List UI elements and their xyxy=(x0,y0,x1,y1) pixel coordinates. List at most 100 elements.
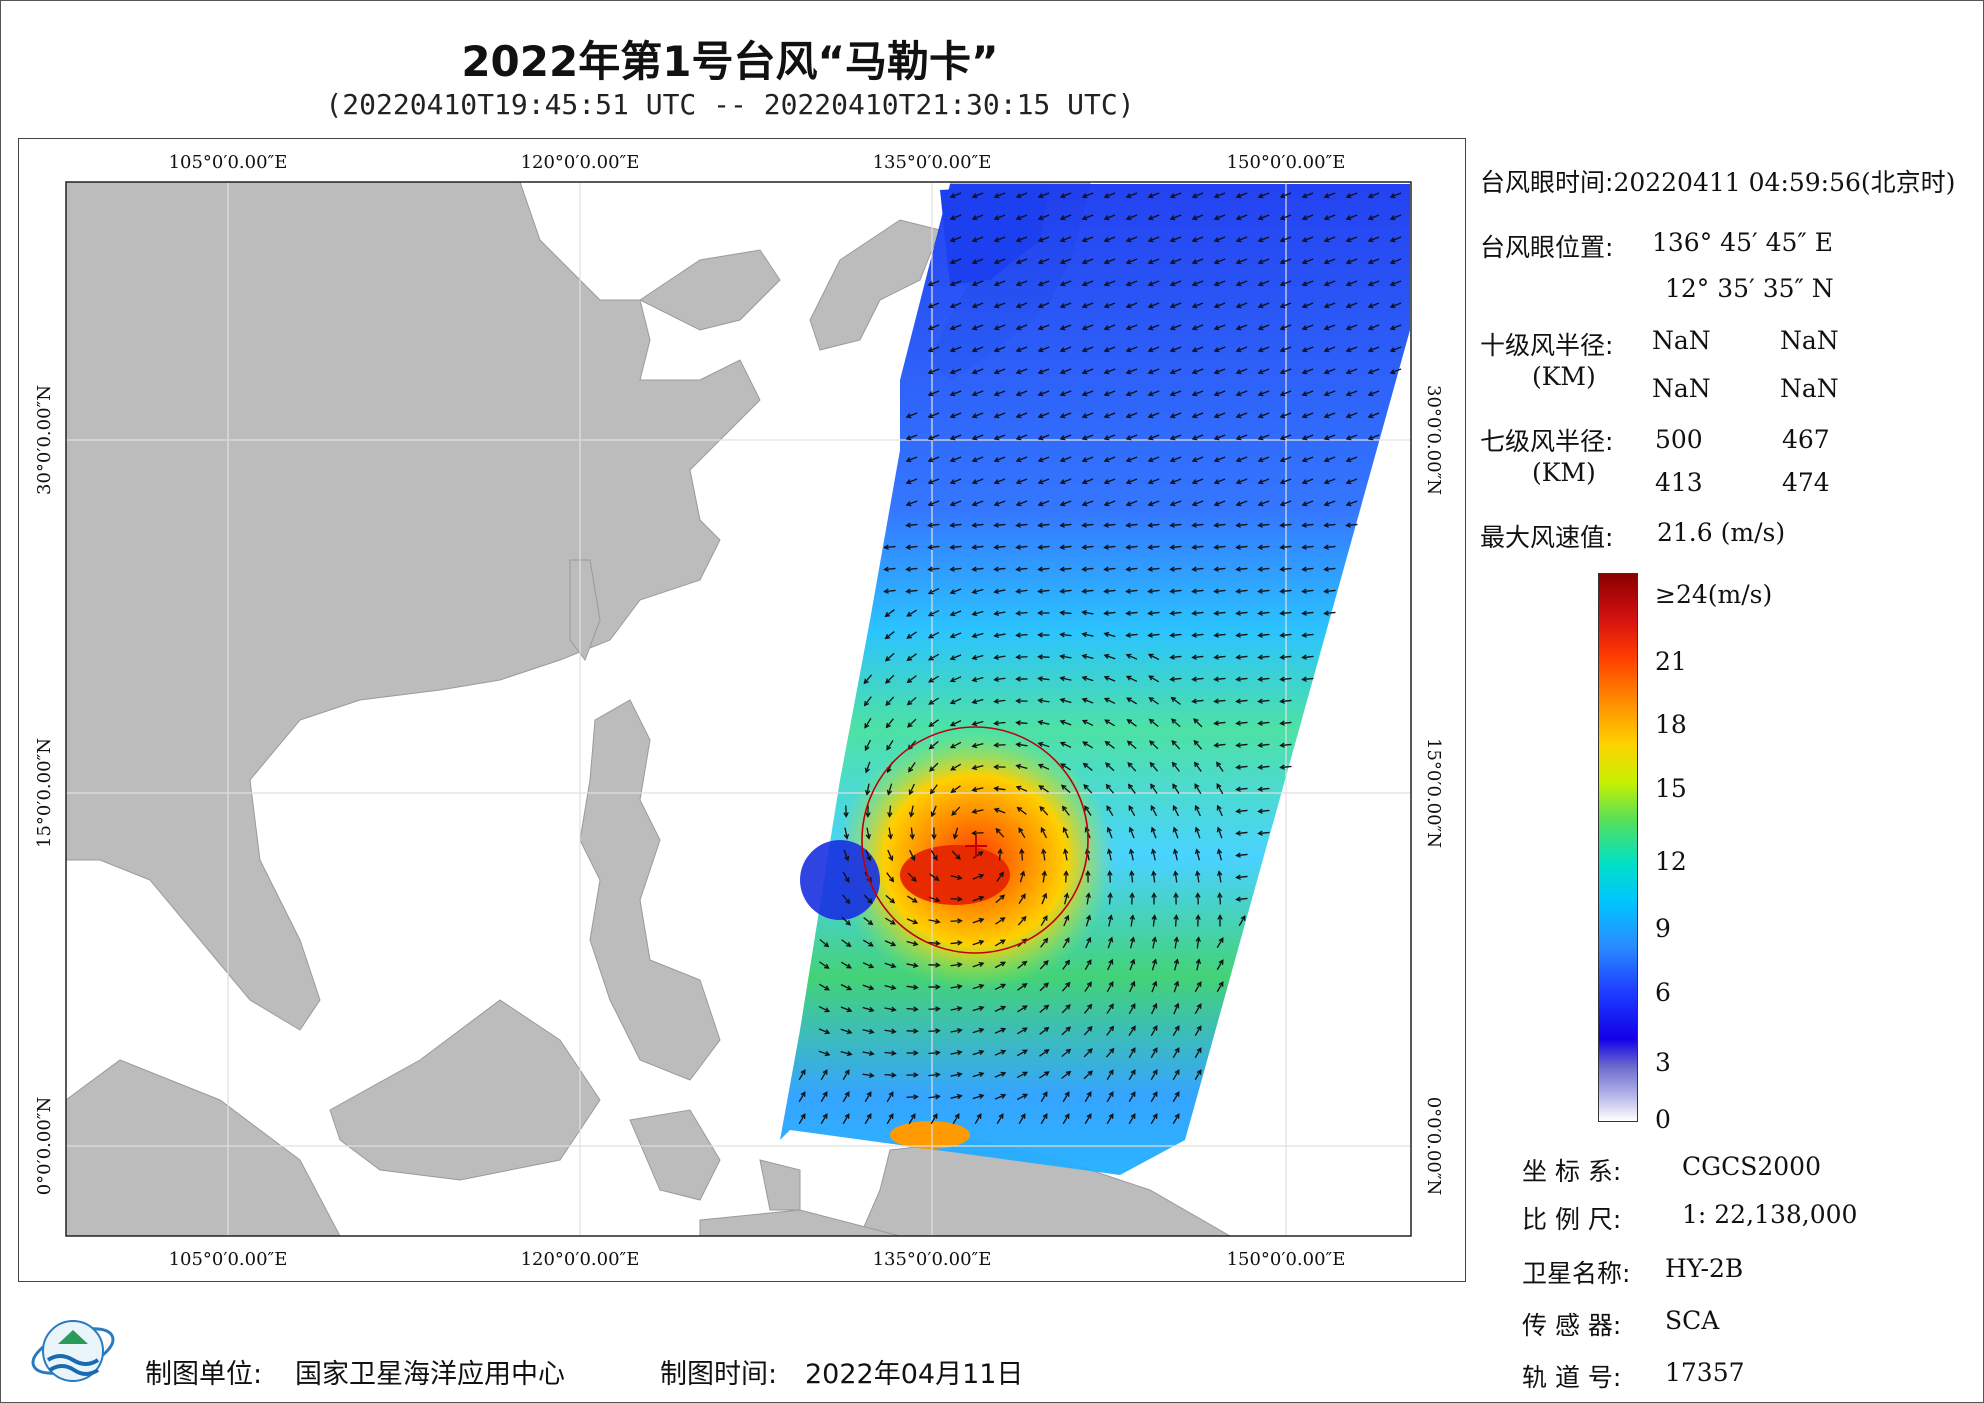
wind-vector xyxy=(1236,611,1248,615)
wind-vector xyxy=(1368,346,1380,352)
wind-vector-head xyxy=(1301,237,1308,243)
wind-vector-head xyxy=(1257,566,1263,572)
wind-vector xyxy=(972,390,984,396)
r7-label: 七级风半径: xyxy=(1480,427,1614,456)
wind-vector-head xyxy=(998,871,1004,878)
wind-vector xyxy=(1126,236,1138,242)
wind-vector-head xyxy=(1150,783,1156,789)
wind-vector-head xyxy=(866,1091,872,1097)
wind-vector-head xyxy=(1279,566,1285,572)
wind-vector xyxy=(996,1113,1004,1125)
wind-vector xyxy=(1302,545,1314,549)
wind-vector xyxy=(1324,236,1336,242)
wind-vector-head xyxy=(1000,1093,1007,1099)
wind-vector-head xyxy=(1147,479,1154,485)
wind-vector xyxy=(929,719,939,727)
wind-vector-head xyxy=(949,391,956,397)
wind-vector-head xyxy=(1147,544,1153,550)
wind-vector xyxy=(1302,236,1314,242)
wind-vector xyxy=(1173,827,1179,839)
wind-vector-head xyxy=(971,830,977,836)
wind-vector-head xyxy=(1301,588,1307,594)
wind-vector xyxy=(843,849,849,861)
wind-vector-head xyxy=(1059,303,1066,309)
wind-vector xyxy=(908,762,916,772)
wind-vector-head xyxy=(978,1049,985,1056)
wind-vector-head xyxy=(978,983,985,990)
wind-vector-head xyxy=(824,985,830,991)
wind-vector xyxy=(864,696,872,706)
wind-vector-head xyxy=(1059,522,1065,528)
wind-vector xyxy=(1150,1025,1158,1037)
wind-vector-head xyxy=(844,855,850,862)
wind-vector-head xyxy=(1279,632,1285,638)
wind-vector xyxy=(994,258,1006,264)
wind-vector xyxy=(1017,983,1027,991)
wind-vector xyxy=(1390,324,1402,330)
wind-vector xyxy=(1302,390,1314,396)
wind-vector xyxy=(972,632,984,638)
wind-vector xyxy=(930,849,938,861)
wind-vector xyxy=(1148,589,1160,593)
wind-vector-head xyxy=(1147,281,1154,287)
wind-vector xyxy=(1258,302,1270,308)
wind-vector xyxy=(1258,368,1270,374)
wind-vector-head xyxy=(1257,413,1264,419)
wind-vector-head xyxy=(1081,237,1088,243)
wind-vector xyxy=(863,894,873,904)
wind-vector-head xyxy=(1059,654,1066,660)
wind-vector-head xyxy=(1235,303,1242,309)
wind-vector-head xyxy=(1169,193,1176,199)
wind-vector-head xyxy=(867,898,873,904)
wind-vector xyxy=(1106,981,1114,993)
wind-vector-head xyxy=(1015,588,1021,594)
wind-vector xyxy=(1038,258,1050,264)
wind-vector-head xyxy=(887,833,893,840)
wind-vector xyxy=(1214,258,1226,264)
wind-vector-head xyxy=(1169,281,1176,287)
wind-vector-head xyxy=(1169,588,1175,594)
wind-vector xyxy=(1148,412,1160,418)
wind-vector-head xyxy=(993,764,999,770)
wind-vector-head xyxy=(913,1050,919,1056)
wind-vector xyxy=(1390,280,1402,286)
wind-vector-head xyxy=(1196,1025,1202,1031)
wind-vector xyxy=(907,872,917,882)
wind-vector xyxy=(906,434,918,440)
wind-vector xyxy=(1214,280,1226,286)
wind-vector-head xyxy=(1087,1070,1094,1076)
wind-vector xyxy=(1148,523,1160,527)
wind-vector xyxy=(1017,1005,1027,1013)
wind-vector xyxy=(1346,434,1358,440)
wind-vector xyxy=(1172,1047,1180,1059)
wind-vector xyxy=(818,1006,830,1012)
wind-vector xyxy=(1104,589,1116,593)
wind-vector-head xyxy=(993,676,999,682)
wind-vector-head xyxy=(997,848,1003,854)
wind-vector xyxy=(887,849,893,861)
wind-vector xyxy=(1038,699,1050,703)
wind-vector xyxy=(1170,258,1182,264)
wind-vector-head xyxy=(800,1069,806,1075)
wind-vector-head xyxy=(993,632,1000,639)
wind-vector-head xyxy=(865,812,871,818)
wind-vector-head xyxy=(1081,675,1088,682)
wind-vector-head xyxy=(1125,632,1131,638)
wind-vector-head xyxy=(971,588,978,595)
wind-vector-head xyxy=(824,1007,831,1013)
wind-vector-head xyxy=(949,633,956,639)
wind-vector-head xyxy=(1216,783,1222,789)
wind-vector-head xyxy=(1081,259,1088,265)
wind-vector-head xyxy=(1169,259,1176,265)
wind-vector-head xyxy=(863,678,869,685)
wind-vector-head xyxy=(1081,501,1088,507)
wind-vector-head xyxy=(1323,391,1330,397)
wind-vector-head xyxy=(1323,522,1329,528)
wind-vector xyxy=(1258,346,1270,352)
wind-vector xyxy=(953,827,959,839)
wind-vector xyxy=(1390,236,1402,242)
wind-vector xyxy=(1126,214,1138,220)
wind-vector-head xyxy=(978,917,985,923)
wind-vector xyxy=(1104,390,1116,396)
wind-vector-head xyxy=(978,1005,985,1012)
